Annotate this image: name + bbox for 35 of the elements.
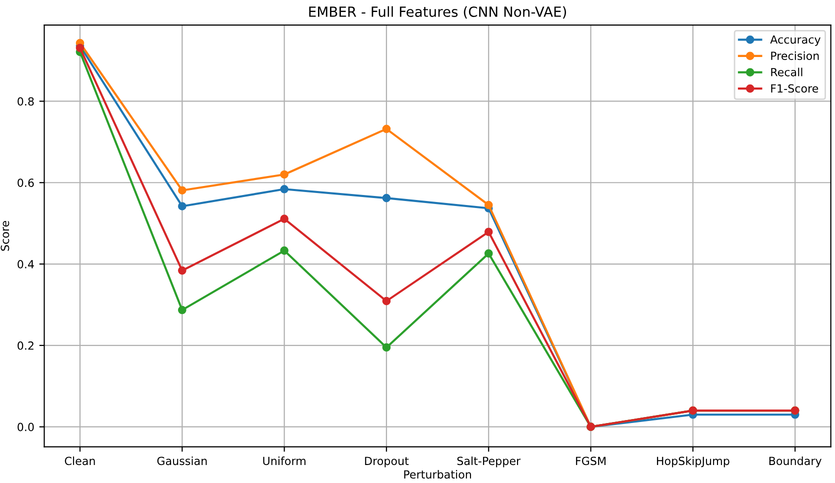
legend-label: Recall <box>771 68 802 76</box>
point <box>484 228 493 236</box>
y-tick-label: 0.4 <box>18 260 34 268</box>
point <box>178 186 186 195</box>
point <box>178 202 186 210</box>
point <box>280 246 288 255</box>
y-tick-label: 0.8 <box>18 97 34 106</box>
y-tick-label: 0.2 <box>18 341 34 350</box>
point <box>382 296 391 306</box>
y-tick-label: 0.0 <box>18 422 34 432</box>
point <box>382 194 391 202</box>
x-tick-label: Dropout <box>365 456 409 468</box>
x-tick-label: HopSkipJump <box>656 456 730 468</box>
chart-title: EMBER - Full Features (CNN Non-VAE) <box>309 6 566 19</box>
point <box>178 306 186 314</box>
point <box>484 249 493 258</box>
point <box>280 184 288 194</box>
x-tick-label: Uniform <box>263 456 306 466</box>
legend-label: F1-Score <box>771 84 818 93</box>
point <box>382 343 391 352</box>
x-tick-label: Salt-Pepper <box>457 456 521 468</box>
legend-label: Accuracy <box>770 35 820 46</box>
point <box>280 170 288 179</box>
x-tick-label: Clean <box>64 456 95 466</box>
y-tick-label: 0.6 <box>18 178 34 188</box>
y-axis-title: Score <box>0 220 10 251</box>
x-tick-label: Gaussian <box>157 456 207 466</box>
x-tick-label: FGSM <box>576 456 606 466</box>
x-axis-title: Perturbation <box>404 470 472 479</box>
point <box>382 124 391 134</box>
point <box>178 266 186 275</box>
legend-label: Precision <box>771 51 819 60</box>
x-tick-label: Boundary <box>769 456 822 468</box>
point <box>280 214 288 224</box>
point <box>484 200 493 210</box>
